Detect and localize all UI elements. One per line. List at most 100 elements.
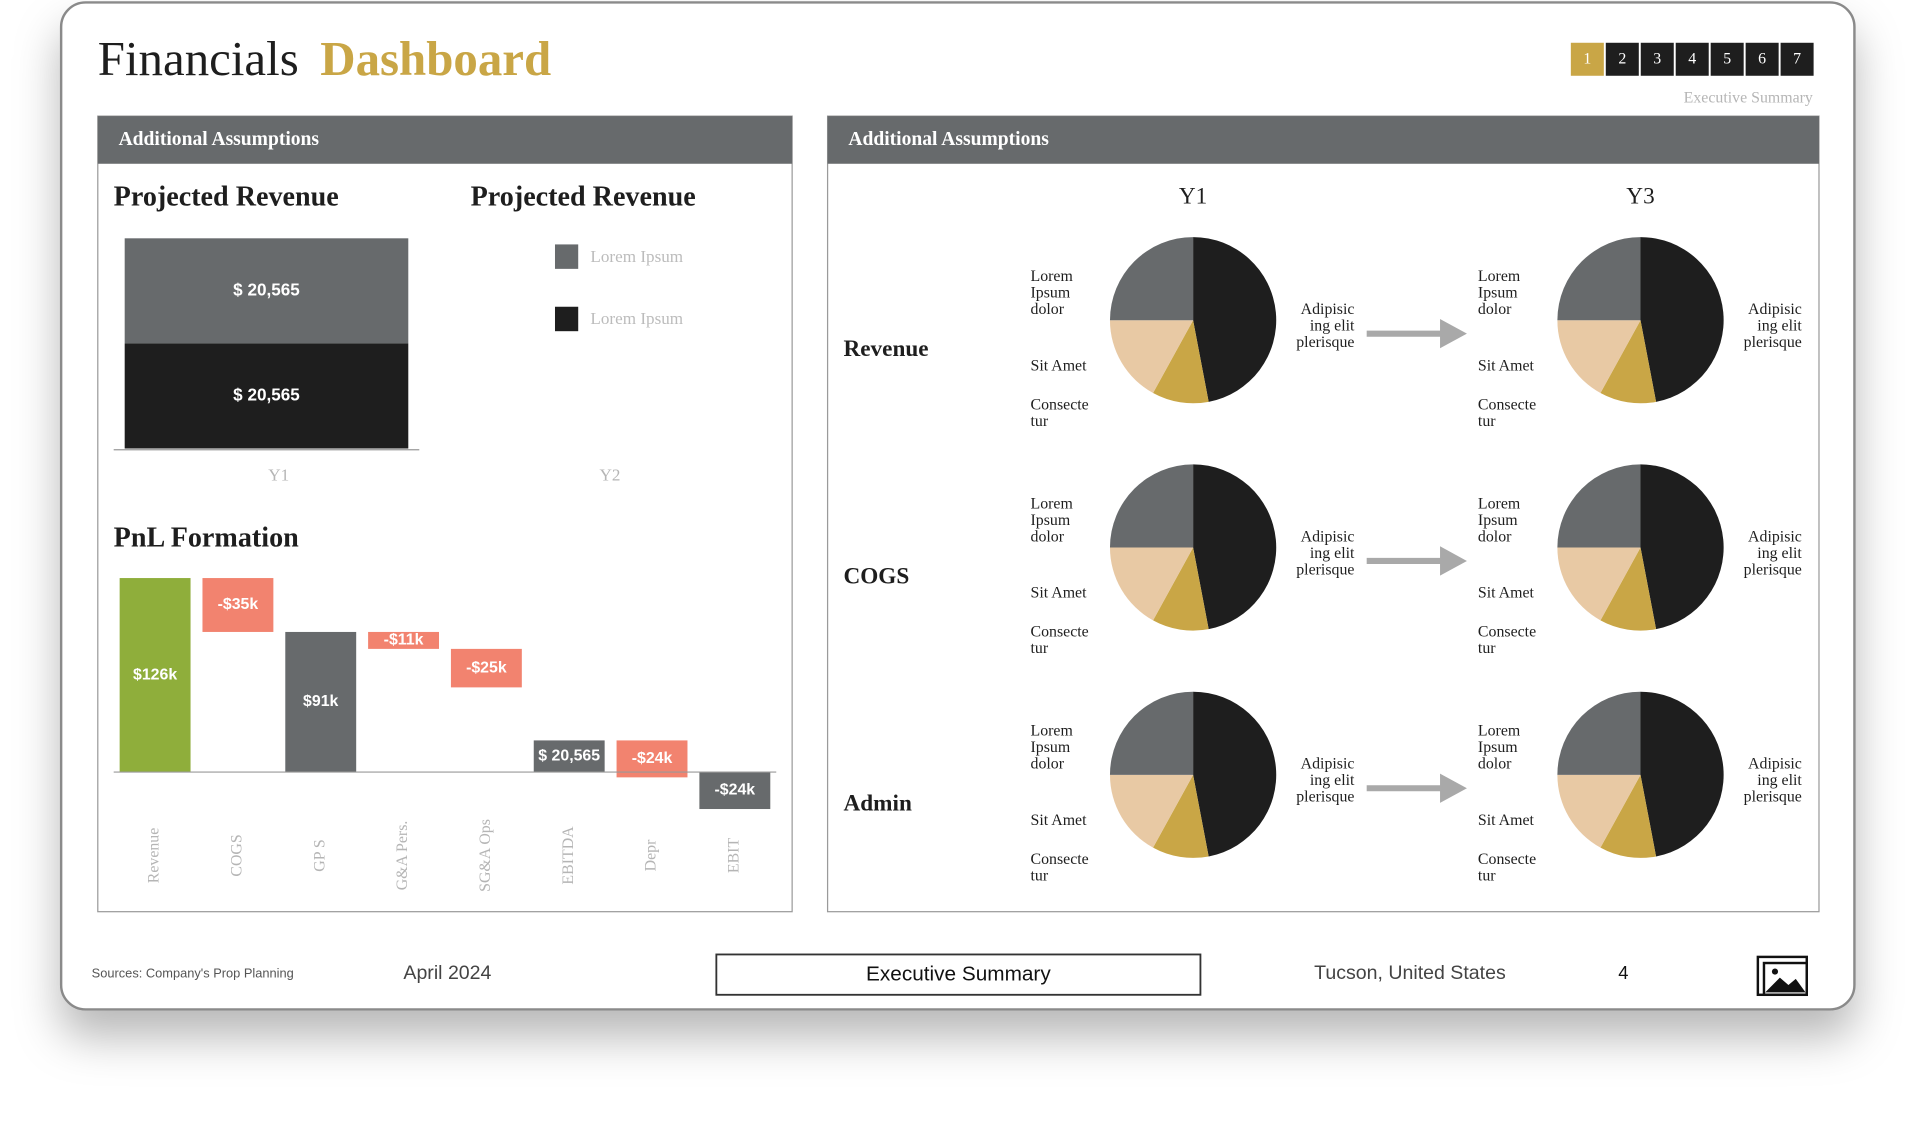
page-tab-label: 1 xyxy=(1583,51,1591,68)
slice-label: dolor xyxy=(1478,301,1512,318)
slice-label: dolor xyxy=(1031,756,1065,773)
page-tab[interactable] xyxy=(1710,42,1744,76)
x-tick-label: EBIT xyxy=(725,838,742,874)
slice-label: ing elit xyxy=(1757,772,1802,789)
bar-segment xyxy=(124,343,409,449)
slice-label: Adipisic xyxy=(1748,756,1802,773)
x-tick-label: G&A Pers. xyxy=(394,821,411,891)
pie-slice xyxy=(1600,320,1657,404)
waterfall-bar xyxy=(202,578,274,632)
slice-label: Consecte xyxy=(1478,851,1536,868)
pie-slice xyxy=(1557,547,1641,621)
slice-label: Ipsum xyxy=(1031,739,1071,756)
legend-swatch xyxy=(554,306,579,332)
slice-label: Sit Amet xyxy=(1031,585,1088,602)
pie-slice xyxy=(1600,547,1657,631)
column-label: Y3 xyxy=(1626,183,1654,209)
bar-value-label: -$35k xyxy=(218,596,259,613)
arrow-head xyxy=(1440,773,1467,803)
slice-label: Ipsum xyxy=(1031,285,1071,302)
x-tick-label: Y1 xyxy=(268,466,289,485)
slice-label: Ipsum xyxy=(1478,285,1518,302)
slice-label: Ipsum xyxy=(1478,739,1518,756)
panel-title: Additional Assumptions xyxy=(848,129,1049,150)
page-tab-label: 7 xyxy=(1793,51,1801,68)
slice-label: ing elit xyxy=(1757,545,1802,562)
slice-label: Ipsum xyxy=(1031,512,1071,529)
pie-slice xyxy=(1557,464,1641,548)
x-tick-label: Y2 xyxy=(600,466,621,485)
panel-title: Additional Assumptions xyxy=(119,129,320,150)
page-tab-label: 6 xyxy=(1758,51,1766,68)
slice-label: Lorem xyxy=(1478,268,1521,285)
slice-label: Adipisic xyxy=(1301,756,1355,773)
panel-header xyxy=(827,116,1819,164)
pie-slice xyxy=(1193,691,1277,857)
section-label: Executive Summary xyxy=(1684,90,1813,107)
bar-value-label: $91k xyxy=(303,693,338,710)
slice-label: Sit Amet xyxy=(1031,357,1088,374)
slice-label: tur xyxy=(1478,640,1496,657)
bar-value-label: $ 20,565 xyxy=(233,385,300,404)
slice-label: tur xyxy=(1031,640,1049,657)
waterfall-bar xyxy=(119,578,191,773)
slice-label: Adipisic xyxy=(1748,528,1802,545)
page-tab-label: 4 xyxy=(1688,51,1696,68)
slice-label: Sit Amet xyxy=(1478,357,1535,374)
legend-swatch xyxy=(554,244,579,269)
slice-label: ing elit xyxy=(1310,772,1355,789)
slice-label: Lorem xyxy=(1478,723,1521,740)
page-tab[interactable] xyxy=(1640,42,1674,76)
slice-label: ing elit xyxy=(1757,318,1802,335)
slice-label: Adipisic xyxy=(1301,301,1355,318)
footer-date: April 2024 xyxy=(403,962,491,984)
page-tab-label: 5 xyxy=(1723,51,1731,68)
x-tick-label: GP S xyxy=(311,839,328,872)
page-tab[interactable] xyxy=(1780,42,1814,76)
chart-title: PnL Formation xyxy=(114,523,299,554)
page-tab[interactable] xyxy=(1570,42,1604,76)
x-tick-label: EBITDA xyxy=(560,826,577,885)
slice-label: Lorem xyxy=(1031,268,1074,285)
slice-label: tur xyxy=(1478,867,1496,884)
slice-label: Sit Amet xyxy=(1478,812,1535,829)
slice-label: plerisque xyxy=(1744,334,1802,351)
slice-label: tur xyxy=(1031,413,1049,430)
left-panel xyxy=(97,115,793,913)
waterfall-bar xyxy=(699,772,771,810)
pie-slice xyxy=(1109,691,1194,775)
waterfall-bar xyxy=(368,631,440,649)
pie-slice xyxy=(1153,547,1209,631)
footer-page: 4 xyxy=(1618,962,1628,983)
title: Financials xyxy=(98,31,299,86)
slice-label: Lorem xyxy=(1031,723,1074,740)
pie-slice xyxy=(1557,320,1641,394)
pie-slice xyxy=(1109,464,1194,548)
legend-title: Projected Revenue xyxy=(471,182,696,213)
pie-slice xyxy=(1193,237,1277,402)
slice-label: plerisque xyxy=(1744,561,1802,578)
arrow-head xyxy=(1440,318,1467,349)
page-tab-label: 2 xyxy=(1618,51,1626,68)
slice-label: Adipisic xyxy=(1748,301,1802,318)
pie-slice xyxy=(1109,237,1194,321)
slice-label: ing elit xyxy=(1310,318,1355,335)
bar-value-label: $126k xyxy=(133,666,177,683)
page-tab[interactable] xyxy=(1605,42,1639,76)
x-tick-label: Revenue xyxy=(146,828,163,884)
slice-label: dolor xyxy=(1031,528,1065,545)
slice-label: dolor xyxy=(1031,301,1065,318)
bar-value-label: -$24k xyxy=(632,750,673,767)
bar-value-label: $ 20,565 xyxy=(233,280,300,299)
page-tab[interactable] xyxy=(1745,42,1779,76)
slice-label: Sit Amet xyxy=(1478,585,1535,602)
page-tab[interactable] xyxy=(1675,42,1709,76)
row-label: COGS xyxy=(843,563,909,589)
slice-label: ing elit xyxy=(1310,545,1355,562)
bar-value-label: -$25k xyxy=(466,659,507,676)
column-label: Y1 xyxy=(1179,183,1207,209)
bar-value-label: -$11k xyxy=(384,632,424,649)
x-tick-label: COGS xyxy=(229,834,246,876)
